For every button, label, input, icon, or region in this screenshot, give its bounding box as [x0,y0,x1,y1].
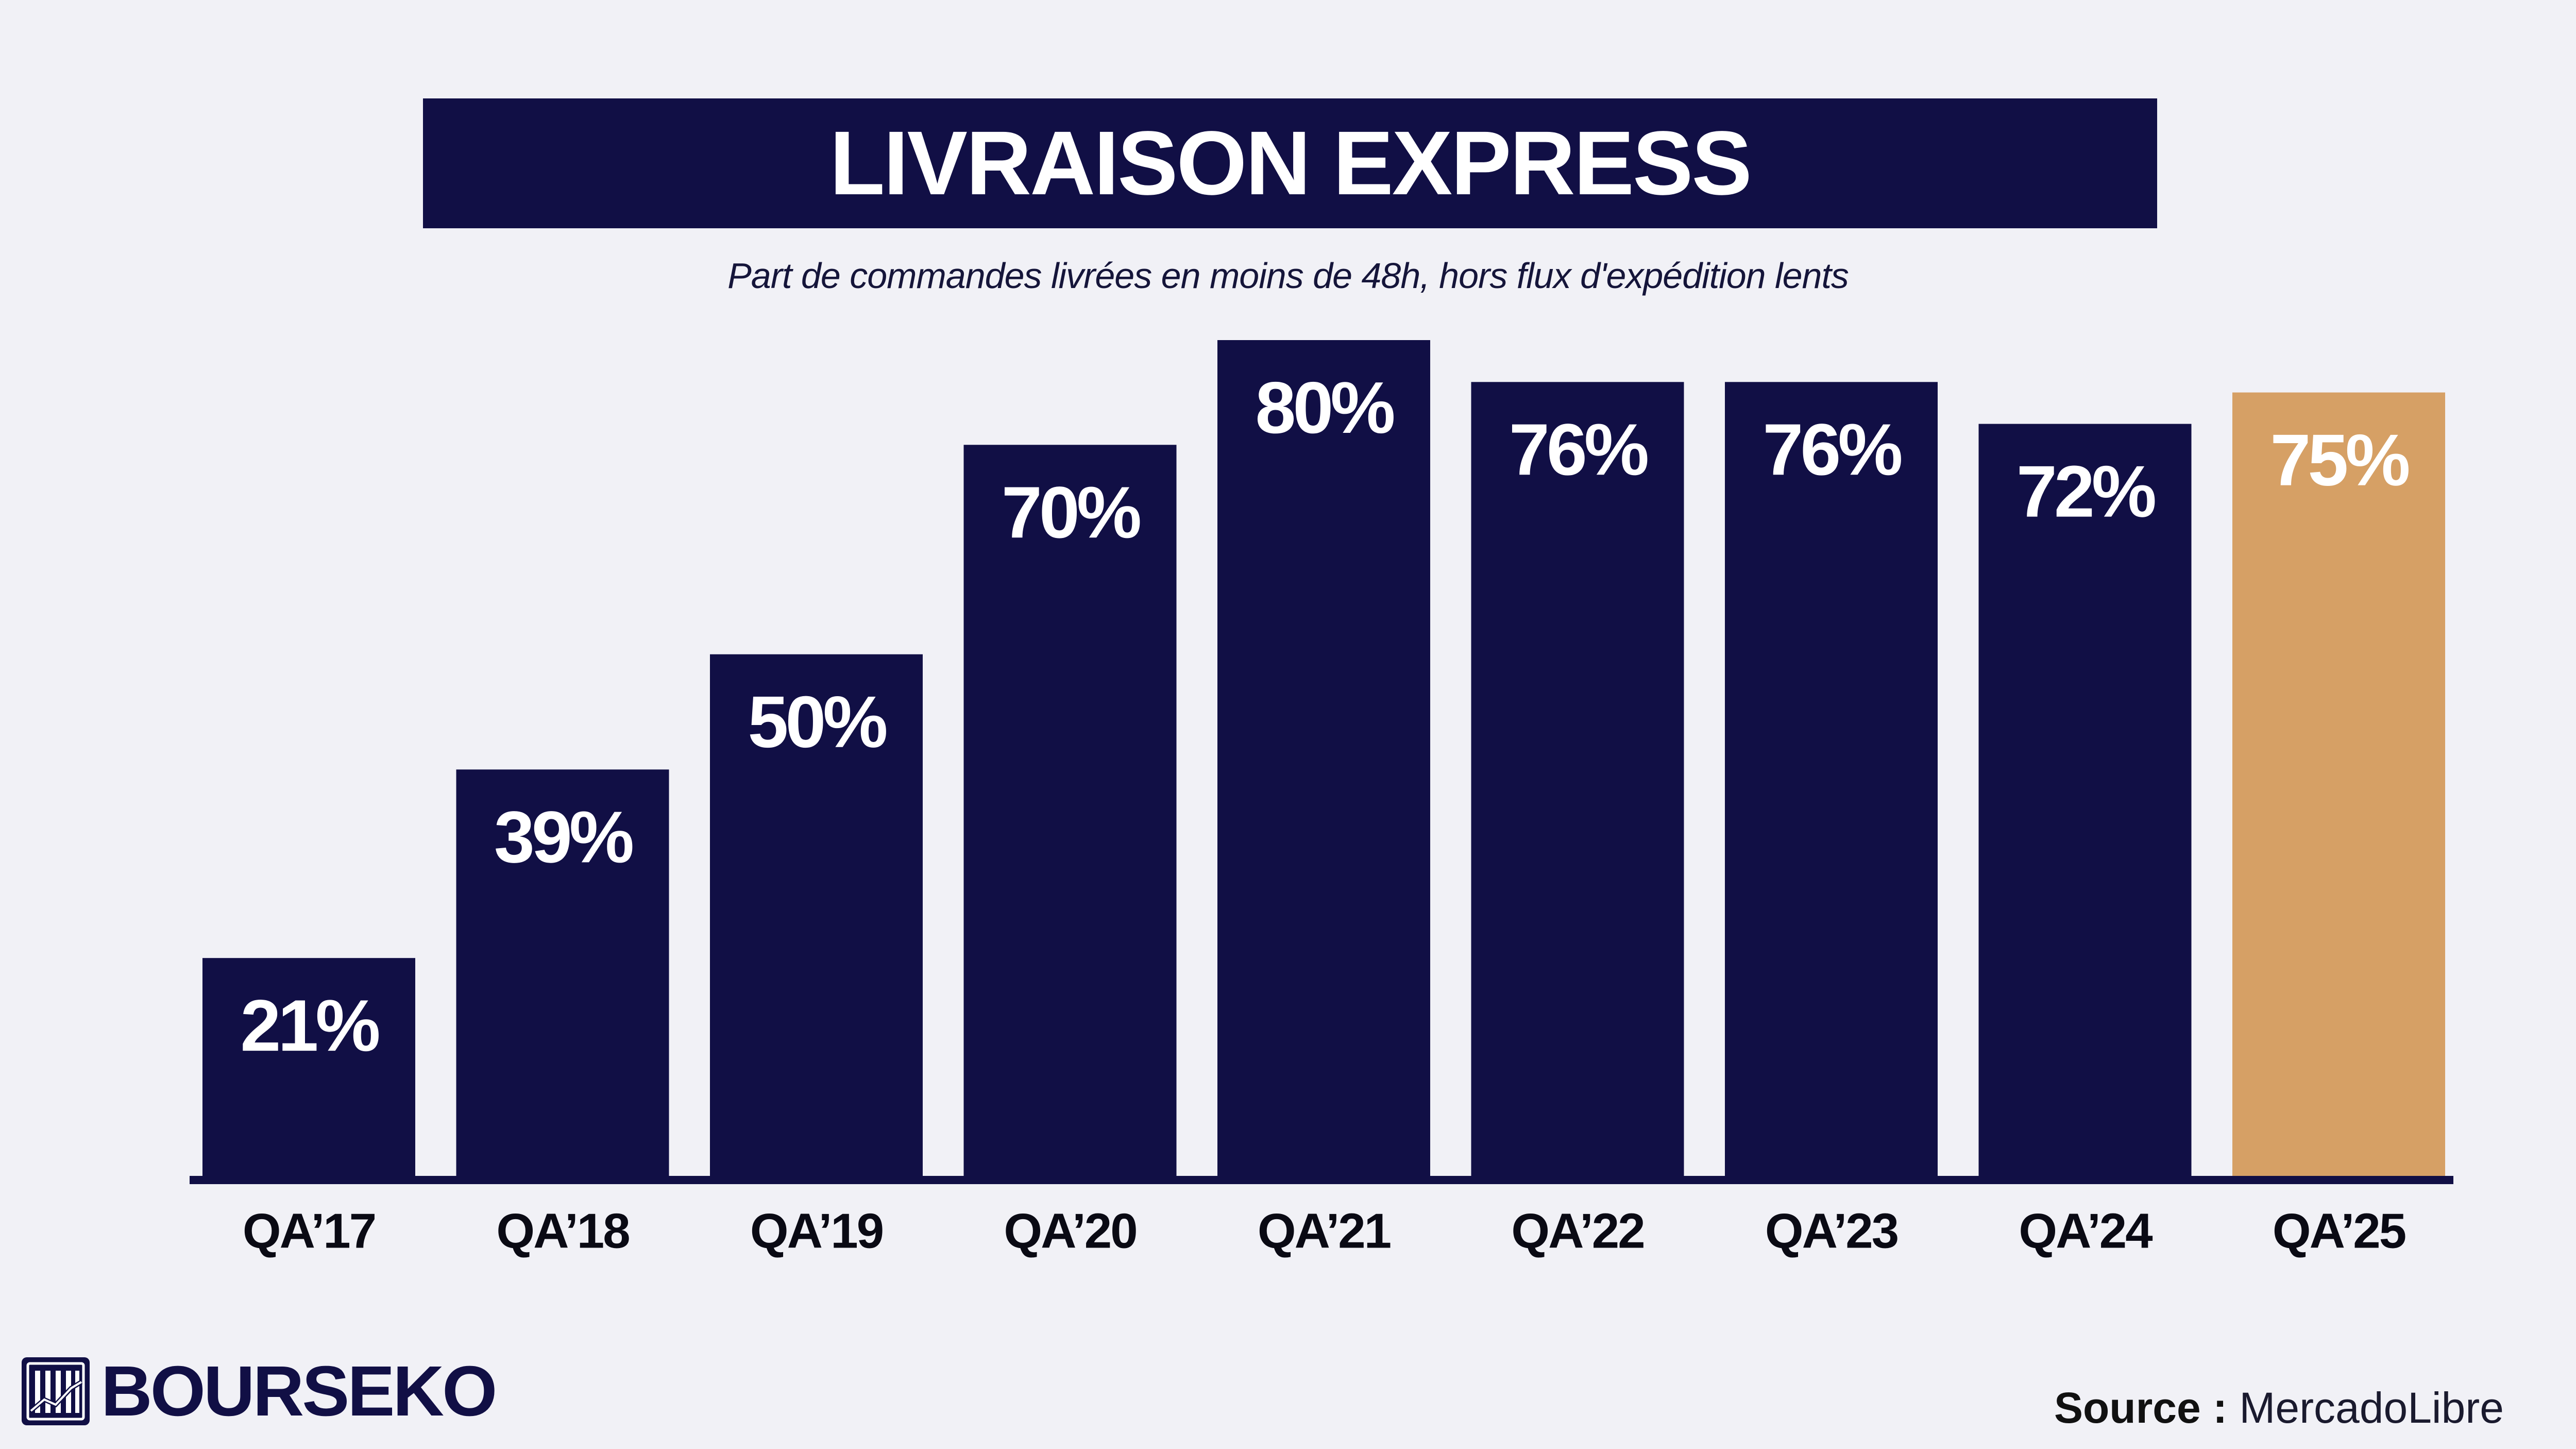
bar-6 [1725,382,1938,1178]
x-tick-label-7: QA’24 [2019,1203,2153,1258]
data-label-6: 76% [1762,409,1901,491]
x-tick-label-4: QA’21 [1258,1203,1391,1258]
data-label-2: 50% [748,681,886,763]
brand-logo: BOURSEKO [20,1352,497,1431]
bar-2 [710,654,923,1178]
data-label-5: 76% [1509,409,1648,491]
bar-1 [456,769,669,1178]
x-tick-label-6: QA’23 [1765,1203,1897,1258]
bar-8 [2232,392,2445,1178]
x-tick-label-0: QA’17 [243,1203,375,1258]
chart-logo-icon [22,1357,90,1425]
data-label-1: 39% [494,796,633,878]
data-label-8: 75% [2270,419,2409,501]
chart-title: LIVRAISON EXPRESS [829,113,1752,214]
x-tick-label-8: QA’25 [2273,1203,2405,1258]
chart-subtitle: Part de commandes livrées en moins de 48… [727,256,1849,296]
x-tick-label-2: QA’19 [750,1203,883,1258]
bar-7 [1978,424,2192,1178]
brand-name: BOURSEKO [101,1352,497,1431]
data-label-3: 70% [1002,471,1140,553]
bar-5 [1471,382,1684,1178]
source-value: MercadoLibre [2239,1384,2504,1432]
data-label-4: 80% [1255,367,1394,449]
data-label-0: 21% [240,985,379,1067]
title-banner: LIVRAISON EXPRESS [423,98,2157,228]
bar-3 [963,445,1177,1178]
data-label-7: 72% [2016,451,2155,533]
x-tick-label-1: QA’18 [496,1203,629,1258]
source-note: Source : MercadoLibre [2054,1386,2504,1429]
bar-0 [202,958,415,1178]
x-tick-label-5: QA’22 [1511,1203,1643,1258]
x-tick-label-3: QA’20 [1004,1203,1136,1258]
source-label: Source : [2054,1384,2228,1432]
bar-4 [1217,340,1430,1178]
